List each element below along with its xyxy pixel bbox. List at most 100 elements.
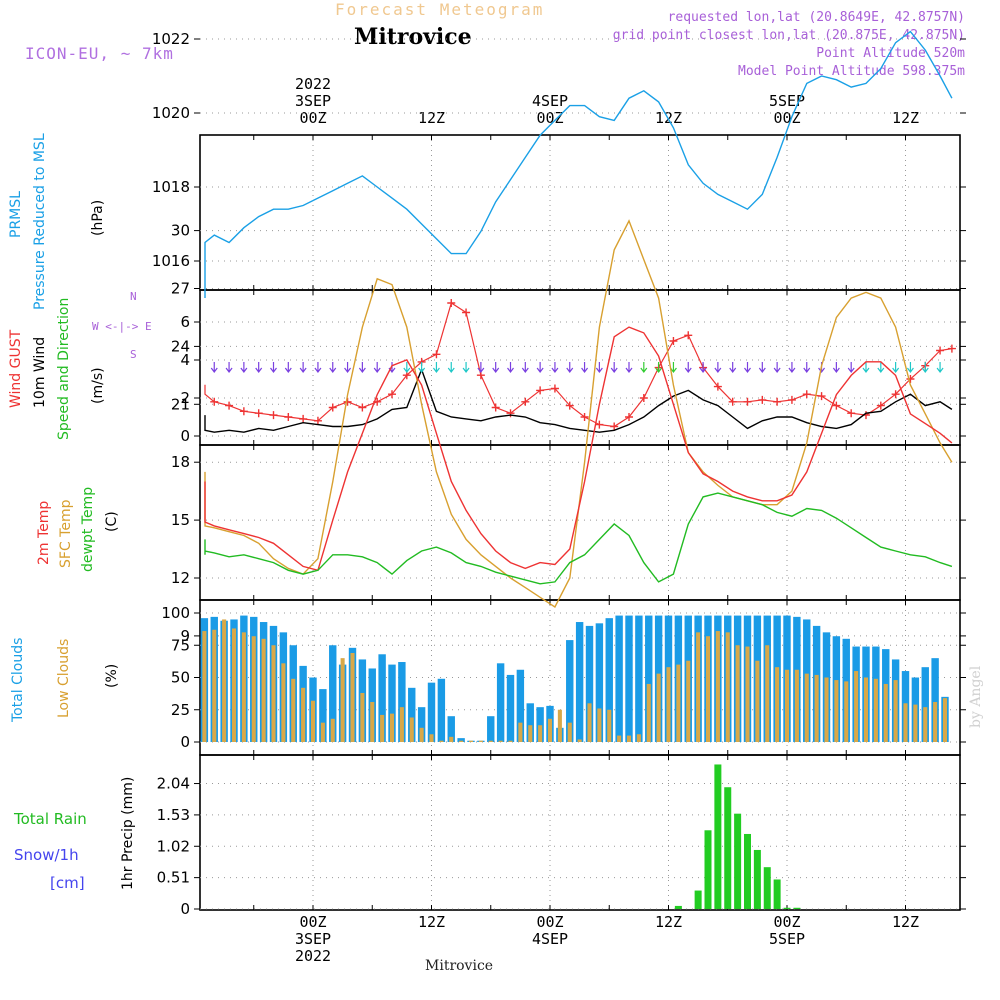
- low-cloud-bar: [626, 735, 632, 742]
- low-cloud-bar: [301, 687, 306, 742]
- y-tick-label: 6: [180, 313, 190, 331]
- wind-direction-arrow: [714, 362, 722, 373]
- gust-marker: [550, 384, 559, 393]
- y-tick-label: 0: [180, 427, 190, 445]
- low-cloud-bar: [933, 702, 938, 742]
- wind-direction-arrow: [270, 362, 277, 373]
- y-tick-label: 100: [161, 604, 190, 622]
- gust-marker: [328, 403, 337, 412]
- panel-frame: [199, 134, 961, 291]
- low-cloud-bar: [607, 709, 612, 742]
- low-cloud-bar: [646, 683, 651, 742]
- gust-marker: [758, 395, 767, 404]
- low-cloud-bar: [419, 727, 424, 742]
- time-axis-label: 3SEP: [294, 92, 332, 110]
- total-cloud-bar: [566, 640, 574, 742]
- panel-frame: [199, 444, 961, 601]
- gust-marker: [891, 390, 900, 399]
- low-cloud-bar: [212, 629, 217, 742]
- wind-direction-arrow: [655, 362, 663, 373]
- gust-marker: [210, 397, 219, 406]
- low-cloud-bar: [271, 645, 276, 742]
- total-cloud-bar: [329, 645, 337, 742]
- gust-marker: [876, 401, 885, 410]
- low-cloud-bar: [577, 739, 582, 742]
- wind-direction-arrow: [551, 362, 559, 373]
- low-cloud-bar: [942, 698, 948, 742]
- low-cloud-bar: [478, 740, 483, 742]
- gust-marker: [521, 397, 530, 406]
- gust-marker: [713, 382, 722, 391]
- gust-marker: [802, 390, 811, 399]
- time-axis-label: 5SEP: [768, 92, 806, 110]
- low-cloud-bar: [834, 680, 839, 742]
- wind-direction-arrow: [284, 362, 292, 373]
- low-cloud-bar: [775, 667, 780, 742]
- low-cloud-bar: [370, 702, 375, 742]
- time-axis-label: 4SEP: [531, 92, 569, 110]
- wind-direction-arrow: [358, 362, 366, 373]
- gust-marker: [447, 299, 456, 307]
- wind-direction-arrow: [566, 362, 574, 373]
- wind-direction-arrow: [906, 362, 914, 373]
- low-cloud-bar: [696, 632, 701, 742]
- time-axis-label: 00Z: [299, 913, 327, 931]
- low-cloud-bar: [883, 683, 888, 742]
- total-cloud-bar: [427, 682, 436, 742]
- precip-bar: [734, 813, 742, 909]
- wind-direction-arrow: [447, 362, 455, 373]
- time-axis-label: 00Z: [536, 913, 564, 931]
- wind-direction-arrow: [862, 362, 870, 373]
- wind-direction-arrow: [744, 362, 751, 373]
- total-cloud-bar: [615, 615, 623, 742]
- compass-s: S: [130, 348, 137, 361]
- total-cloud-bar: [516, 669, 525, 742]
- y-tick-label: 30: [171, 222, 190, 240]
- wind-direction-arrow: [936, 362, 944, 373]
- precip-bar: [753, 849, 761, 909]
- total-cloud-bar: [645, 615, 653, 742]
- wind-direction-arrow: [610, 362, 618, 373]
- total-cloud-bar: [398, 662, 406, 742]
- time-axis-label: 12Z: [891, 913, 920, 931]
- wind-direction-arrow: [418, 362, 426, 373]
- precip-bar: [674, 905, 682, 909]
- low-cloud-bar: [310, 700, 316, 742]
- gust-marker: [947, 344, 956, 353]
- gust-marker: [565, 401, 574, 410]
- total-cloud-bar: [457, 738, 465, 742]
- total-cloud-bar: [575, 622, 584, 742]
- total-cloud-bar: [931, 658, 939, 742]
- low-cloud-bar: [893, 680, 898, 742]
- precip-bar: [763, 867, 771, 909]
- low-cloud-bar: [784, 669, 790, 742]
- y-tick-label: 25: [171, 701, 190, 719]
- wind-direction-arrow: [507, 362, 514, 373]
- total-cloud-bar: [625, 615, 633, 742]
- low-cloud-bar: [449, 736, 454, 742]
- wind-direction-arrow: [299, 362, 307, 373]
- wind-direction-arrow: [344, 362, 352, 373]
- wind-direction-arrow: [832, 362, 840, 373]
- y-tick-label: 12: [171, 569, 190, 587]
- gust-marker: [269, 411, 278, 420]
- total-cloud-bar: [605, 618, 613, 742]
- wind-direction-arrow: [477, 362, 485, 373]
- precip-bar: [704, 830, 712, 909]
- low-cloud-bar: [903, 703, 908, 742]
- total-cloud-bar: [378, 654, 386, 742]
- gust-marker: [580, 413, 589, 421]
- gust-marker: [506, 409, 515, 418]
- gust-marker: [536, 386, 545, 395]
- wind-direction-arrow: [432, 362, 440, 373]
- gust-marker: [254, 409, 263, 418]
- low-cloud-bar: [251, 636, 256, 742]
- low-cloud-bar: [666, 667, 671, 742]
- low-cloud-bar: [389, 713, 395, 742]
- total-cloud-bar: [921, 667, 929, 742]
- wind-direction-arrow: [729, 362, 737, 373]
- gust-marker: [313, 416, 322, 425]
- y-tick-label: 1022: [152, 30, 190, 48]
- wind-direction-arrow: [699, 362, 707, 373]
- wind-direction-arrow: [314, 362, 322, 373]
